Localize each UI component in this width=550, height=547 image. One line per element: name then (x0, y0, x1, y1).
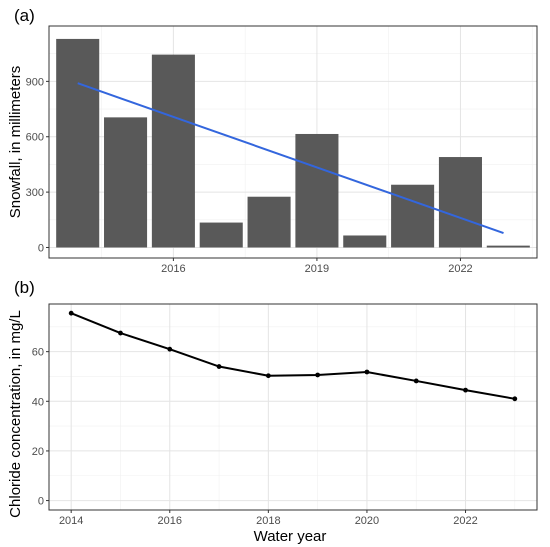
x-tick-label: 2014 (59, 515, 83, 527)
panel-b-y-axis-label: Chloride concentration, in mg/L (7, 310, 24, 518)
bar (247, 196, 291, 248)
panel-b-line-series (70, 312, 515, 400)
data-point (413, 378, 419, 384)
y-tick-label: 60 (32, 347, 44, 359)
y-tick-label: 600 (26, 132, 44, 144)
trend-line (77, 82, 504, 235)
panel-a-y-axis-label: Snowfall, in millimeters (7, 66, 24, 219)
panel-b-chloride: (b) 2014 2016 2018 2020 2022 0 20 40 60 Chlorid… (7, 278, 538, 545)
bar (486, 245, 530, 248)
panel-b-x-axis-label: Water year (254, 528, 327, 545)
panel-a-bars (56, 38, 530, 248)
panel-a-frame (48, 25, 538, 259)
data-point (216, 364, 222, 369)
x-tick-label: 2022 (448, 263, 472, 275)
data-point (68, 310, 74, 316)
bar (151, 54, 195, 248)
x-tick-label: 2022 (453, 515, 477, 527)
y-tick-label: 0 (38, 496, 44, 508)
data-point (463, 387, 468, 393)
panel-b-points (68, 310, 518, 402)
panel-b-gridlines (49, 304, 537, 510)
data-point (118, 330, 123, 336)
bar (199, 222, 243, 248)
panel-a-trend (77, 82, 504, 235)
panel-a-snowfall: (a) 2016 2019 2022 0 300 600 900 Snowfall, in… (7, 6, 538, 275)
y-tick-label: 0 (38, 242, 44, 254)
x-tick-label: 2016 (161, 263, 185, 275)
bar (56, 38, 100, 248)
x-tick-label: 2019 (305, 263, 329, 275)
data-point (364, 369, 370, 375)
y-tick-label: 20 (32, 446, 44, 458)
data-point (512, 396, 518, 402)
panel-a-y-ticks: 0 300 600 900 (26, 76, 49, 254)
panel-b-plot-area (49, 304, 537, 510)
bar (295, 133, 339, 248)
panel-b-frame (48, 303, 538, 511)
panel-a-label: (a) (14, 6, 35, 25)
bar (104, 117, 148, 248)
x-tick-label: 2016 (158, 515, 182, 527)
y-tick-label: 40 (32, 396, 44, 408)
panel-a-x-ticks: 2016 2019 2022 (161, 258, 473, 275)
bar (391, 184, 435, 248)
bar (343, 235, 387, 248)
y-tick-label: 900 (26, 76, 44, 88)
bar (438, 157, 482, 248)
data-point (315, 372, 321, 378)
panel-b-y-ticks: 0 20 40 60 (32, 347, 49, 508)
x-tick-label: 2018 (256, 515, 280, 527)
series-line (70, 312, 515, 400)
data-point (265, 373, 271, 379)
panel-b-x-ticks: 2014 2016 2018 2020 2022 (59, 510, 478, 527)
data-point (167, 346, 173, 352)
panel-b-label: (b) (14, 278, 35, 297)
y-tick-label: 300 (26, 187, 44, 199)
x-tick-label: 2020 (355, 515, 379, 527)
